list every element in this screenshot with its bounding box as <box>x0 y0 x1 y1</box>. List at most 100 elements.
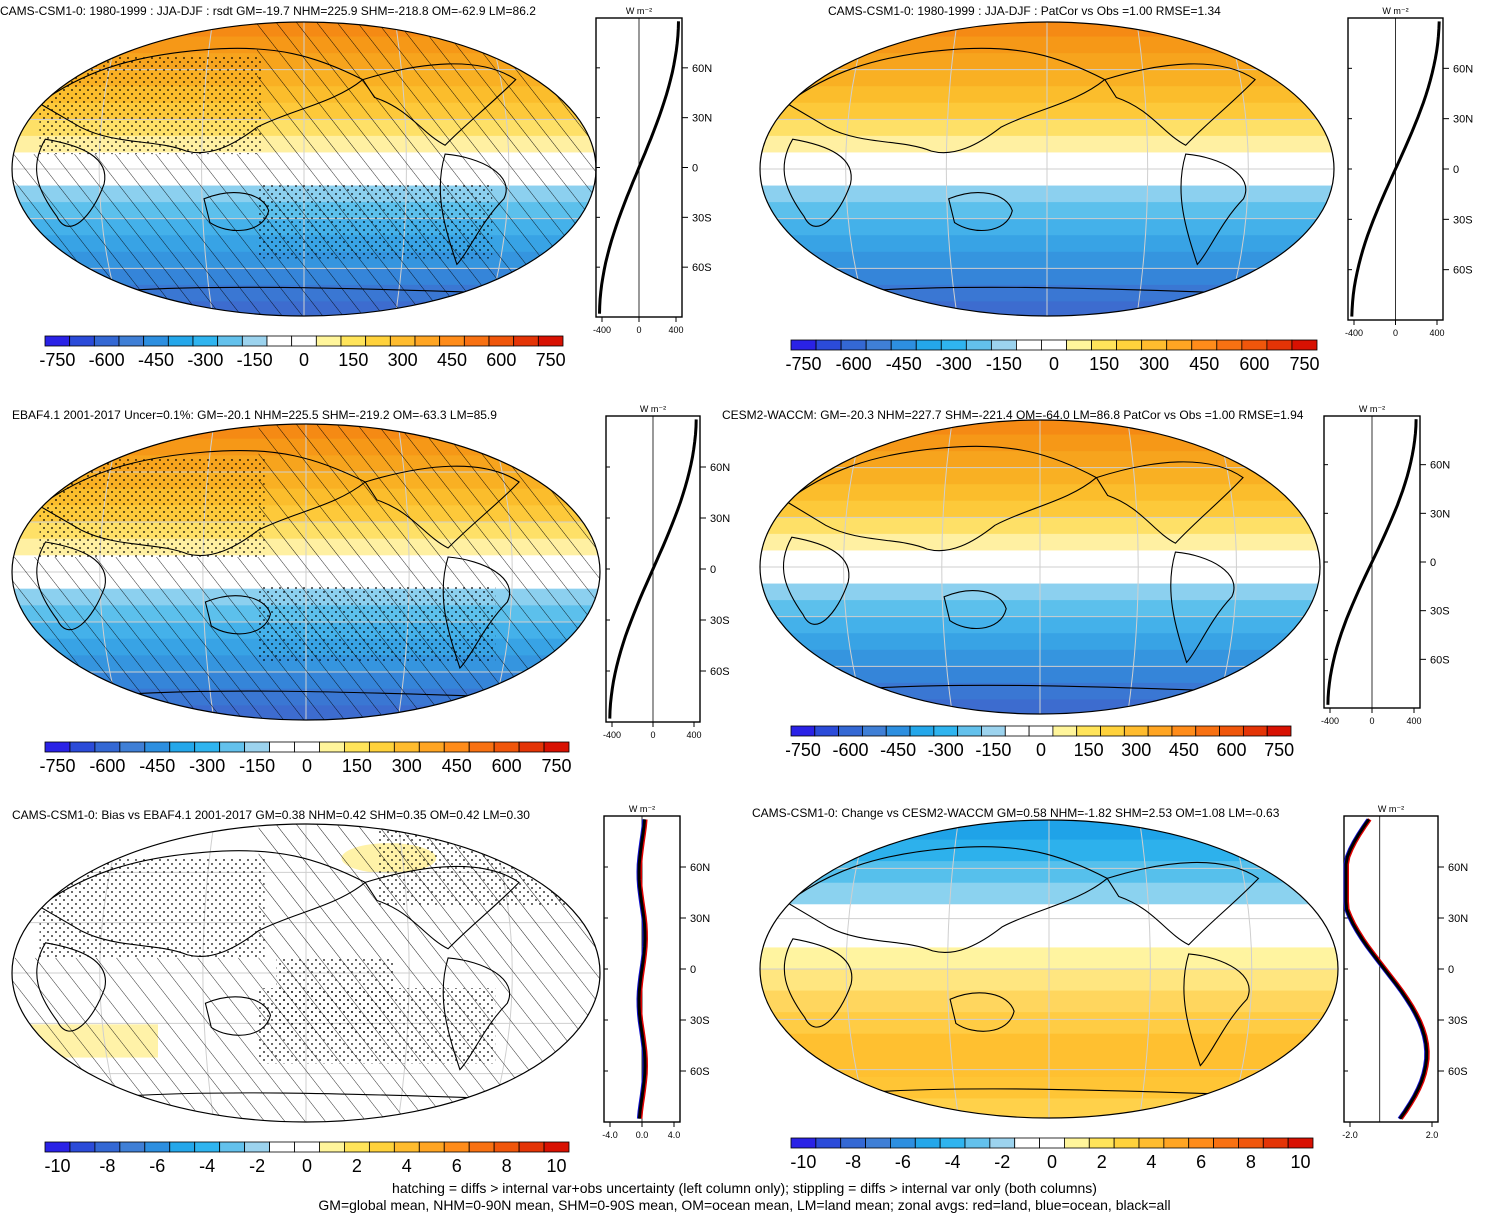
colorbar-tick-label: -300 <box>928 740 964 760</box>
panel-2-title: CAMS-CSM1-0: 1980-1999 : JJA-DJF : PatCo… <box>828 4 1221 18</box>
profile-x-tick-label: 400 <box>686 730 701 740</box>
colorbar-tick-label: -4 <box>199 1156 215 1176</box>
colorbar-tick-label: 750 <box>542 756 572 776</box>
profile-units-label: W m⁻² <box>629 804 655 814</box>
colorbar-tick-label: 10 <box>547 1156 567 1176</box>
colorbar-tick-label: 300 <box>1121 740 1151 760</box>
profile-lat-tick-label: 30S <box>1453 214 1473 226</box>
profile-lat-tick-label: 60N <box>1453 63 1473 75</box>
colorbar-tick-label: -600 <box>836 354 872 374</box>
map-panel-3 <box>11 423 601 721</box>
panel-3-title: EBAF4.1 2001-2017 Uncer=0.1%: GM=-20.1 N… <box>12 408 497 422</box>
panel-1-title: CAMS-CSM1-0: 1980-1999 : JJA-DJF : rsdt … <box>0 4 536 18</box>
colorbar-tick-label: 8 <box>1246 1152 1256 1172</box>
profile-lat-tick-label: 60N <box>692 63 712 75</box>
colorbar-tick-label: 4 <box>402 1156 412 1176</box>
colorbar-panel-6: -10 -8 -6 -4 -2 0 2 4 6 8 10 <box>790 1137 1314 1172</box>
profile-x-tick-label: -4.0 <box>602 1130 618 1140</box>
colorbar-tick-label: -600 <box>833 740 869 760</box>
profile-lat-tick-label: 30N <box>1453 114 1473 126</box>
profile-lat-tick-label: 0 <box>710 564 716 576</box>
profile-lat-tick-label: 0 <box>1448 964 1454 976</box>
colorbar-tick-label: 450 <box>437 350 467 370</box>
colorbar-tick-label: -4 <box>945 1152 961 1172</box>
colorbar-tick-label: 750 <box>1289 354 1319 374</box>
profile-lat-tick-label: 30S <box>1448 1015 1468 1027</box>
colorbar-panel-1: -750 -600 -450 -300 -150 0 150 300 450 600 750 <box>40 335 566 370</box>
panel-6-title: CAMS-CSM1-0: Change vs CESM2-WACCM GM=0.… <box>752 806 1280 820</box>
colorbar-tick-label: 300 <box>1139 354 1169 374</box>
profile-x-tick-label: 0.0 <box>636 1130 649 1140</box>
profile-lat-tick-label: 30S <box>690 1015 710 1027</box>
profile-x-tick-label: 0 <box>650 730 655 740</box>
panel-4-title: CESM2-WACCM: GM=-20.3 NHM=227.7 SHM=-221… <box>722 408 1304 422</box>
profile-x-tick-label: 0 <box>1393 328 1398 338</box>
profile-units-label: W m⁻² <box>1382 6 1408 16</box>
map-panel-1 <box>11 21 597 317</box>
profile-lat-tick-label: 0 <box>692 163 698 175</box>
colorbar-tick-label: -8 <box>99 1156 115 1176</box>
profile-units-label: W m⁻² <box>640 404 666 414</box>
colorbar-tick-label: -450 <box>139 756 175 776</box>
colorbar-tick-label: -10 <box>790 1152 816 1172</box>
colorbar-tick-label: 0 <box>302 756 312 776</box>
colorbar-tick-label: -750 <box>40 350 75 370</box>
profile-lat-tick-label: 30N <box>1430 508 1450 520</box>
map-panel-4 <box>759 419 1321 715</box>
colorbar-tick-label: 600 <box>486 350 516 370</box>
colorbar-tick-label: 0 <box>1049 354 1059 374</box>
profile-lat-tick-label: 0 <box>1453 164 1459 176</box>
colorbar-tick-label: 150 <box>1074 740 1104 760</box>
colorbar-tick-label: 300 <box>392 756 422 776</box>
colorbar-tick-label: -150 <box>239 756 275 776</box>
footer-line-2: GM=global mean, NHM=0-90N mean, SHM=0-90… <box>318 1197 1171 1213</box>
profile-lat-tick-label: 60N <box>710 462 730 474</box>
colorbar-tick-label: -150 <box>975 740 1011 760</box>
colorbar-tick-label: 150 <box>1089 354 1119 374</box>
colorbar-tick-label: -450 <box>886 354 922 374</box>
colorbar-tick-label: -300 <box>189 756 225 776</box>
profile-lat-tick-label: 30N <box>690 913 710 925</box>
colorbar-tick-label: -8 <box>845 1152 861 1172</box>
profile-lat-tick-label: 60S <box>1453 265 1473 277</box>
zonal-profile-panel-2: W m⁻² 60N 30N 0 30S 60S -400 0 400 <box>1345 6 1473 338</box>
colorbar-tick-label: -300 <box>187 350 223 370</box>
colorbar-tick-label: 0 <box>302 1156 312 1176</box>
colorbar-panel-4: -750 -600 -450 -300 -150 0 150 300 450 600 750 <box>786 725 1294 760</box>
map-panel-6 <box>759 819 1339 1119</box>
colorbar-tick-label: -10 <box>44 1156 70 1176</box>
colorbar-tick-label: 450 <box>442 756 472 776</box>
colorbar-tick-label: 150 <box>342 756 372 776</box>
colorbar-tick-label: 10 <box>1291 1152 1311 1172</box>
profile-lat-tick-label: 30N <box>710 513 730 525</box>
colorbar-tick-label: 0 <box>299 350 309 370</box>
profile-lat-tick-label: 60N <box>690 862 710 874</box>
profile-lat-tick-label: 30N <box>1448 913 1468 925</box>
profile-lat-tick-label: 60S <box>692 262 712 274</box>
profile-x-tick-label: -400 <box>1321 716 1339 726</box>
profile-units-label: W m⁻² <box>1378 804 1404 814</box>
colorbar-tick-label: -6 <box>895 1152 911 1172</box>
colorbar-tick-label: -750 <box>40 756 75 776</box>
colorbar-tick-label: -750 <box>786 740 821 760</box>
colorbar-tick-label: -6 <box>149 1156 165 1176</box>
profile-x-tick-label: 0 <box>1369 716 1374 726</box>
profile-units-label: W m⁻² <box>626 6 652 16</box>
profile-lat-tick-label: 60N <box>1448 862 1468 874</box>
profile-x-tick-label: 2.0 <box>1426 1130 1439 1140</box>
colorbar-tick-label: -600 <box>89 350 125 370</box>
profile-lat-tick-label: 60N <box>1430 460 1450 472</box>
map-panel-2 <box>759 21 1335 317</box>
colorbar-tick-label: 750 <box>536 350 566 370</box>
colorbar-tick-label: -150 <box>986 354 1022 374</box>
profile-lat-tick-label: 30N <box>692 113 712 125</box>
colorbar-tick-label: -450 <box>880 740 916 760</box>
colorbar-tick-label: 450 <box>1189 354 1219 374</box>
profile-lat-tick-label: 0 <box>1430 557 1436 569</box>
colorbar-tick-label: 0 <box>1036 740 1046 760</box>
colorbar-tick-label: -600 <box>89 756 125 776</box>
colorbar-tick-label: -2 <box>994 1152 1010 1172</box>
profile-lat-tick-label: 30S <box>710 615 730 627</box>
colorbar-tick-label: -2 <box>249 1156 265 1176</box>
colorbar-tick-label: 4 <box>1146 1152 1156 1172</box>
